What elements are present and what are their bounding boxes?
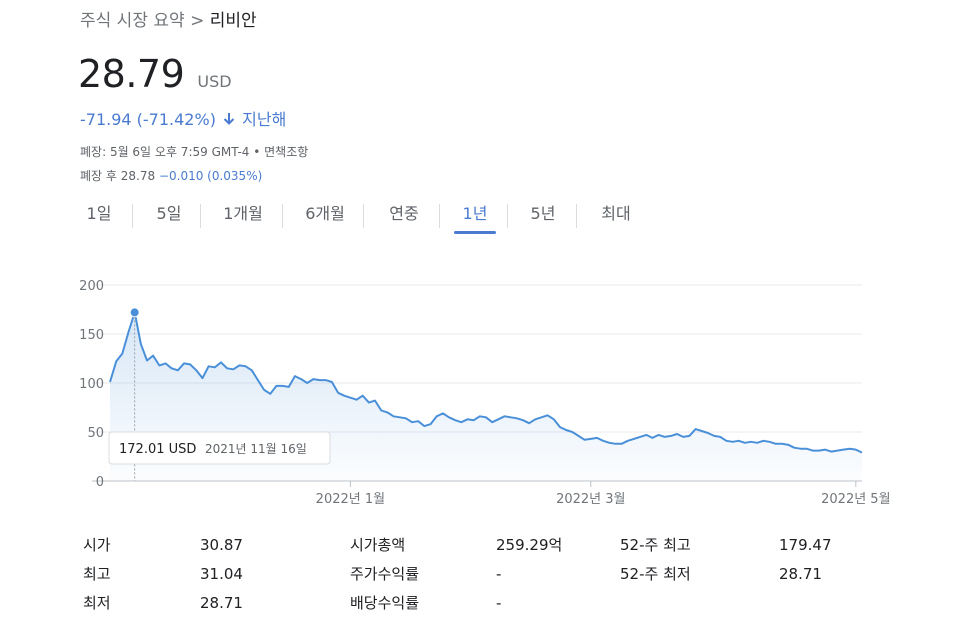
arrow-down-icon — [223, 110, 235, 129]
tab-divider — [507, 204, 508, 228]
stat-label: 시가 — [83, 536, 111, 554]
stat-label: 시가총액 — [350, 536, 406, 554]
stat-row-52w-low: 52-주 최저 28.71 — [0, 564, 900, 593]
stat-value: 179.47 — [779, 536, 832, 554]
y-tick-label: 0 — [96, 475, 104, 490]
stat-row-market-cap: 시가총액 259.29억 — [0, 535, 600, 564]
tab-6m[interactable]: 6개월 — [305, 204, 345, 223]
stat-value: - — [496, 594, 502, 612]
change-value: -71.94 (-71.42%) — [80, 110, 216, 129]
x-tick-label: 2022년 3월 — [556, 492, 625, 507]
after-hours: 폐장 후 28.78 −0.010 (0.035%) — [80, 167, 262, 184]
tab-1d[interactable]: 1일 — [86, 204, 112, 223]
price-chart[interactable]: 200 150 100 50 0 2022년 1월 2022년 3월 2022년 5월 172.… — [0, 250, 960, 520]
stat-label: 최고 — [83, 565, 111, 583]
tab-1m[interactable]: 1개월 — [223, 204, 263, 223]
stat-row-pe: 주가수익률 - — [0, 564, 600, 593]
y-tick-label: 200 — [79, 279, 104, 294]
tab-divider — [439, 204, 440, 228]
stat-label: 주가수익률 — [350, 565, 420, 583]
stat-value: 28.71 — [200, 594, 243, 612]
stat-value: 31.04 — [200, 565, 243, 583]
highlight-point — [129, 307, 140, 318]
y-tick-label: 100 — [79, 377, 104, 392]
stock-price: 28.79 — [78, 52, 185, 96]
x-tick-label: 2022년 1월 — [316, 492, 385, 507]
tab-1y[interactable]: 1년 — [450, 198, 500, 234]
currency-label: USD — [197, 72, 232, 91]
tab-divider — [363, 204, 364, 228]
y-tick-label: 150 — [79, 328, 104, 343]
stat-label: 최저 — [83, 594, 111, 612]
stat-value: - — [496, 565, 502, 583]
after-hours-change: −0.010 (0.035%) — [158, 169, 263, 183]
x-tick-label: 2022년 5월 — [821, 492, 890, 507]
stat-label: 52-주 최저 — [620, 565, 691, 583]
breadcrumb-parent-link[interactable]: 주식 시장 요약 — [80, 11, 185, 31]
tab-divider — [576, 204, 577, 228]
stat-value: 28.71 — [779, 565, 822, 583]
stat-row-low: 최저 28.71 — [0, 593, 300, 622]
tab-5y[interactable]: 5년 — [530, 204, 556, 223]
price-line — [109, 311, 863, 454]
tooltip-value: 172.01 USD — [119, 442, 196, 457]
stat-row-open: 시가 30.87 — [0, 535, 300, 564]
y-tick-label: 50 — [87, 426, 104, 441]
tooltip-date: 2021년 11월 16일 — [205, 442, 307, 456]
stat-row-high: 최고 31.04 — [0, 564, 300, 593]
change-period: 지난해 — [242, 110, 287, 129]
stat-row-dividend: 배당수익률 - — [0, 593, 600, 622]
tab-divider — [282, 204, 283, 228]
breadcrumb-separator: > — [190, 11, 205, 31]
breadcrumb: 주식 시장 요약 > 리비안 — [80, 6, 257, 31]
stat-label: 52-주 최고 — [620, 536, 691, 554]
stat-label: 배당수익률 — [350, 594, 420, 612]
stat-value: 30.87 — [200, 536, 243, 554]
tab-ytd[interactable]: 연중 — [389, 204, 419, 223]
stat-value: 259.29억 — [496, 536, 563, 554]
price-change: -71.94 (-71.42%) 지난해 — [80, 106, 286, 130]
stat-row-52w-high: 52-주 최고 179.47 — [0, 535, 900, 564]
tab-divider — [200, 204, 201, 228]
breadcrumb-current: 리비안 — [209, 11, 257, 31]
tab-divider — [132, 204, 133, 228]
after-hours-label: 폐장 후 28.78 — [80, 169, 156, 183]
tab-max[interactable]: 최대 — [601, 204, 631, 223]
close-info: 폐장: 5월 6일 오후 7:59 GMT-4 • 면책조항 — [80, 145, 309, 159]
price-row: 28.79 USD — [78, 52, 232, 96]
tooltip — [108, 431, 331, 465]
tab-5d[interactable]: 5일 — [156, 204, 182, 223]
